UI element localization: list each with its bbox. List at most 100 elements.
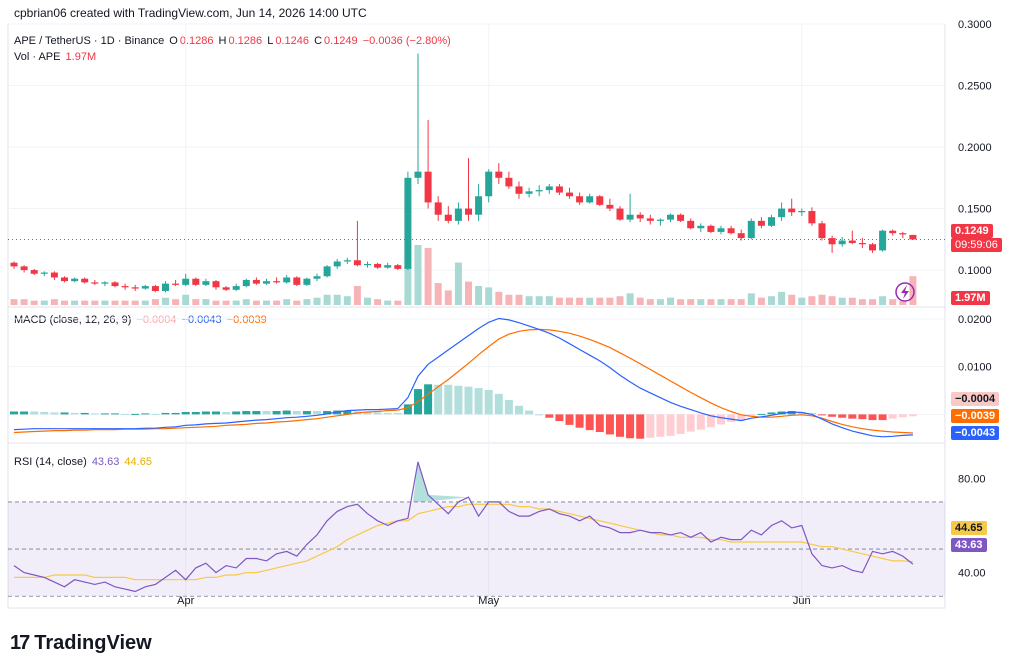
candle-body <box>788 208 796 213</box>
macd-histogram-bar <box>111 413 119 415</box>
candle-body <box>737 233 745 239</box>
macd-histogram-bar <box>434 384 443 415</box>
macd-histogram-bar <box>888 414 897 419</box>
candle-body <box>444 214 452 221</box>
candle-body <box>111 282 119 287</box>
macd-histogram-bar <box>191 411 200 415</box>
macd-histogram-bar <box>454 385 463 415</box>
macd-histogram-bar <box>797 411 806 415</box>
macd-histogram-bar <box>565 414 574 425</box>
candle-body <box>20 266 28 271</box>
rsi-label[interactable]: RSI (14, close) <box>14 456 87 468</box>
candle-body <box>566 192 573 197</box>
candle-body <box>505 177 513 187</box>
volume-bar <box>232 300 240 305</box>
rsi-legend: RSI (14, close) 43.63 44.65 <box>14 456 154 468</box>
macd-histogram-bar <box>878 414 887 421</box>
volume-bar <box>343 296 351 305</box>
volume-bar <box>30 300 38 305</box>
candle-body <box>838 240 846 245</box>
macd-histogram-bar <box>292 411 301 415</box>
macd-histogram-bar <box>676 414 685 434</box>
volume-label[interactable]: Vol · APE <box>14 51 61 63</box>
candle-body <box>141 286 149 289</box>
volume-bar <box>283 299 291 305</box>
rsi-tick-label: 80.00 <box>958 473 986 485</box>
volume-bar <box>444 290 452 305</box>
macd-tag: −0.0043 <box>951 426 1000 440</box>
macd-histogram-bar <box>787 411 796 415</box>
rsi-ma-line <box>14 503 913 581</box>
macd-histogram-bar <box>121 413 130 415</box>
volume-bar <box>263 300 270 305</box>
high-label: H <box>218 35 227 47</box>
volume-bar <box>424 247 432 305</box>
candle-body <box>606 204 614 209</box>
macd-histogram-bar <box>757 413 766 415</box>
candle-body <box>495 171 503 178</box>
candle-body <box>697 225 705 229</box>
tradingview-logo-icon: 17 <box>10 632 30 654</box>
open-value: 0.1286 <box>179 35 214 47</box>
volume-bar <box>303 299 311 305</box>
volume-bar <box>293 300 301 305</box>
volume-bar <box>353 285 361 305</box>
macd-histogram-bar <box>504 400 513 415</box>
volume-bar <box>333 294 341 305</box>
volume-value: 1.97M <box>65 51 97 63</box>
tradingview-brand[interactable]: 17 TradingView <box>10 632 152 655</box>
candle-body <box>414 171 422 178</box>
candle-body <box>909 234 917 240</box>
macd-histogram-bar <box>868 414 877 421</box>
symbol-label[interactable]: APE / TetherUS · 1D · Binance <box>14 35 165 47</box>
macd-tick-label: 0.0200 <box>958 314 992 326</box>
volume-bar <box>182 294 190 305</box>
macd-hist-value: −0.0004 <box>136 314 177 326</box>
macd-histogram-bar <box>252 411 261 415</box>
volume-bar <box>131 300 139 305</box>
macd-legend: MACD (close, 12, 26, 9) −0.0004 −0.0043 … <box>14 314 269 326</box>
volume-bar <box>151 299 159 305</box>
macd-histogram-bar <box>100 413 109 415</box>
macd-histogram-bar <box>838 414 847 418</box>
candle-body <box>232 286 240 290</box>
volume-bar <box>212 300 220 305</box>
candle-body <box>757 220 765 226</box>
macd-histogram-bar <box>222 411 231 415</box>
macd-histogram-bar <box>747 414 756 417</box>
macd-label[interactable]: MACD (close, 12, 26, 9) <box>14 314 132 326</box>
macd-signal-value: −0.0039 <box>226 314 267 326</box>
x-tick-label: Jun <box>793 595 811 607</box>
volume-bar <box>626 293 634 305</box>
volume-bar <box>364 297 371 305</box>
volume-bar <box>313 297 321 305</box>
volume-bar <box>434 283 442 305</box>
candle-body <box>364 263 371 266</box>
volume-tag: 1.97M <box>951 291 990 305</box>
candle-body <box>828 238 836 245</box>
macd-histogram-bar <box>535 414 544 416</box>
macd-histogram-bar <box>212 411 220 415</box>
volume-bar <box>879 296 887 305</box>
macd-histogram-bar <box>464 386 473 415</box>
candle-body <box>71 278 79 282</box>
macd-histogram-bar <box>828 414 837 417</box>
volume-bar <box>485 287 493 305</box>
macd-histogram-bar <box>90 413 99 415</box>
macd-histogram-bar <box>80 412 89 415</box>
price-tick-label: 0.3000 <box>958 19 992 31</box>
macd-histogram-bar <box>151 413 160 415</box>
volume-bar <box>747 293 755 305</box>
volume-bar <box>525 296 533 305</box>
rsi-tick-label: 40.00 <box>958 568 986 580</box>
macd-histogram-bar <box>595 414 604 433</box>
macd-histogram-bar <box>323 411 332 415</box>
macd-histogram-bar <box>242 411 251 415</box>
macd-histogram-bar <box>636 414 645 439</box>
volume-bar <box>515 294 523 305</box>
macd-histogram-bar <box>393 412 402 415</box>
volume-bar <box>616 296 624 305</box>
candle-body <box>252 279 260 284</box>
